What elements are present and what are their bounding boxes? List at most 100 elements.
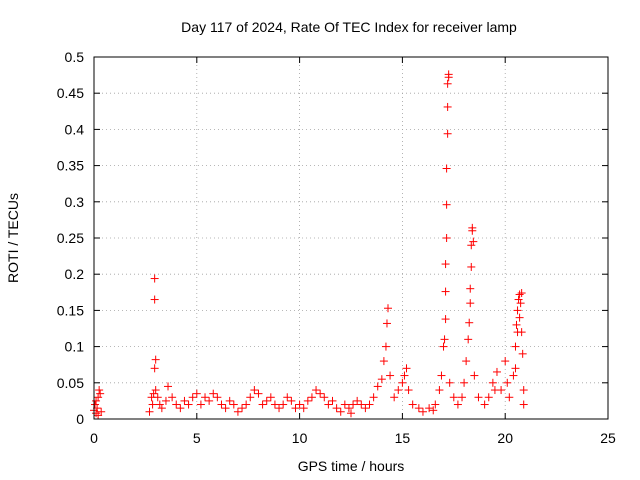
data-point [382,319,391,328]
data-point [443,79,452,88]
data-point [445,378,454,387]
data-point [516,299,525,308]
data-point [402,364,411,373]
data-point [151,355,160,364]
data-point [470,371,479,380]
data-point [466,299,475,308]
data-point [513,306,522,315]
data-point [349,400,358,409]
data-point [221,404,230,413]
data-point [262,396,271,405]
data-point [511,364,520,373]
data-point [443,102,452,111]
data-point [164,382,173,391]
data-point [229,400,238,409]
data-point [501,357,510,366]
data-point [299,404,308,413]
data-point [328,396,337,405]
y-tick-label: 0.25 [57,230,84,246]
data-point [95,386,104,395]
data-point [275,404,284,413]
data-point [398,378,407,387]
y-tick-label: 0.45 [57,85,84,101]
data-point [312,386,321,395]
data-point [258,400,267,409]
data-point [287,396,296,405]
data-point [519,400,528,409]
y-tick-label: 0.35 [57,158,84,174]
data-point [465,318,474,327]
data-point [340,400,349,409]
data-point [390,393,399,402]
data-point [488,378,497,387]
data-point [188,393,197,402]
data-point [347,409,355,418]
data-point [519,386,528,395]
data-point [213,393,222,402]
data-point [444,70,453,79]
x-axis-label: GPS time / hours [298,458,405,474]
data-point [92,396,101,405]
data-point [149,389,158,398]
data-point [453,400,462,409]
data-point [270,400,279,409]
data-point [408,400,417,409]
data-point [440,335,449,344]
data-point [361,404,370,413]
data-point [246,393,255,402]
data-point [384,304,393,313]
data-point [460,378,469,387]
y-tick-label: 0.05 [57,375,84,391]
data-point [442,200,451,209]
data-point [242,400,251,409]
data-point [238,404,247,413]
data-point [377,375,386,384]
data-point [512,320,521,329]
data-point [467,262,476,271]
data-point [515,290,524,299]
data-point [431,400,440,409]
data-point [217,400,226,409]
data-point [467,241,476,250]
data-point [307,393,316,402]
data-point [168,393,177,402]
data-point [196,400,205,409]
data-point [492,367,501,376]
data-point [172,400,181,409]
data-point [443,129,452,138]
data-point [184,400,193,409]
data-point [316,389,325,398]
data-point [404,386,413,395]
data-point [324,400,333,409]
data-point [469,237,478,246]
data-point [505,393,514,402]
data-point [418,407,427,416]
data-point [518,349,527,358]
data-point [320,393,329,402]
data-point [369,393,378,402]
data-point [379,357,388,366]
data-point [151,386,160,395]
grid-lines [94,57,608,419]
data-point [435,386,444,395]
data-point [484,393,493,402]
data-point [254,389,263,398]
data-point [192,389,201,398]
data-point [233,407,242,416]
data-point [425,404,434,413]
data-point [153,393,162,402]
data-point [490,386,499,395]
data-point [515,313,524,322]
data-point [353,396,362,405]
data-point [414,404,423,413]
data-point [225,396,234,405]
data-point [441,260,450,269]
data-point [514,295,523,304]
data-point [150,274,159,283]
data-point [386,371,395,380]
data-point [468,223,477,232]
data-point [283,393,292,402]
data-point [336,407,345,416]
data-point [449,393,458,402]
